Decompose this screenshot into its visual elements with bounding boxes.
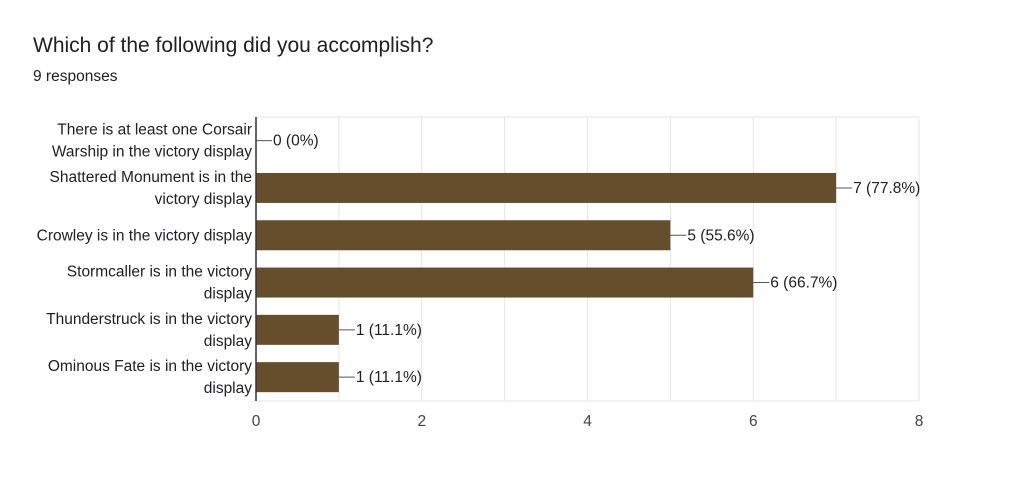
x-tick-label: 6 [749,413,758,430]
category-label: There is at least one Corsair Warship in … [52,122,252,161]
bar [256,220,671,251]
x-tick-label: 2 [417,413,426,430]
bar [256,172,837,203]
response-count: 9 responses [33,68,118,85]
category-label: Crowley is in the victory display [37,227,253,244]
x-tick-label: 0 [252,413,261,430]
data-label: 1 (11.1%) [356,322,422,339]
category-label: Shattered Monument is in the victory disp… [50,169,253,208]
category-label: Stormcaller is in the victory display [67,264,252,303]
data-label: 0 (0%) [273,133,319,150]
data-label: 6 (66.7%) [770,275,837,292]
bar [256,267,754,298]
x-tick-label: 8 [915,413,924,430]
chart-title: Which of the following did you accomplis… [33,34,434,57]
data-label: 5 (55.6%) [687,227,754,244]
category-label: Ominous Fate is in the victory display [48,358,252,397]
data-label: 7 (77.8%) [853,180,920,197]
bar [256,314,339,345]
bar [256,362,339,393]
data-label: 1 (11.1%) [356,369,422,386]
x-tick-label: 4 [583,413,592,430]
category-label: Thunderstruck is in the victory display [46,311,252,350]
